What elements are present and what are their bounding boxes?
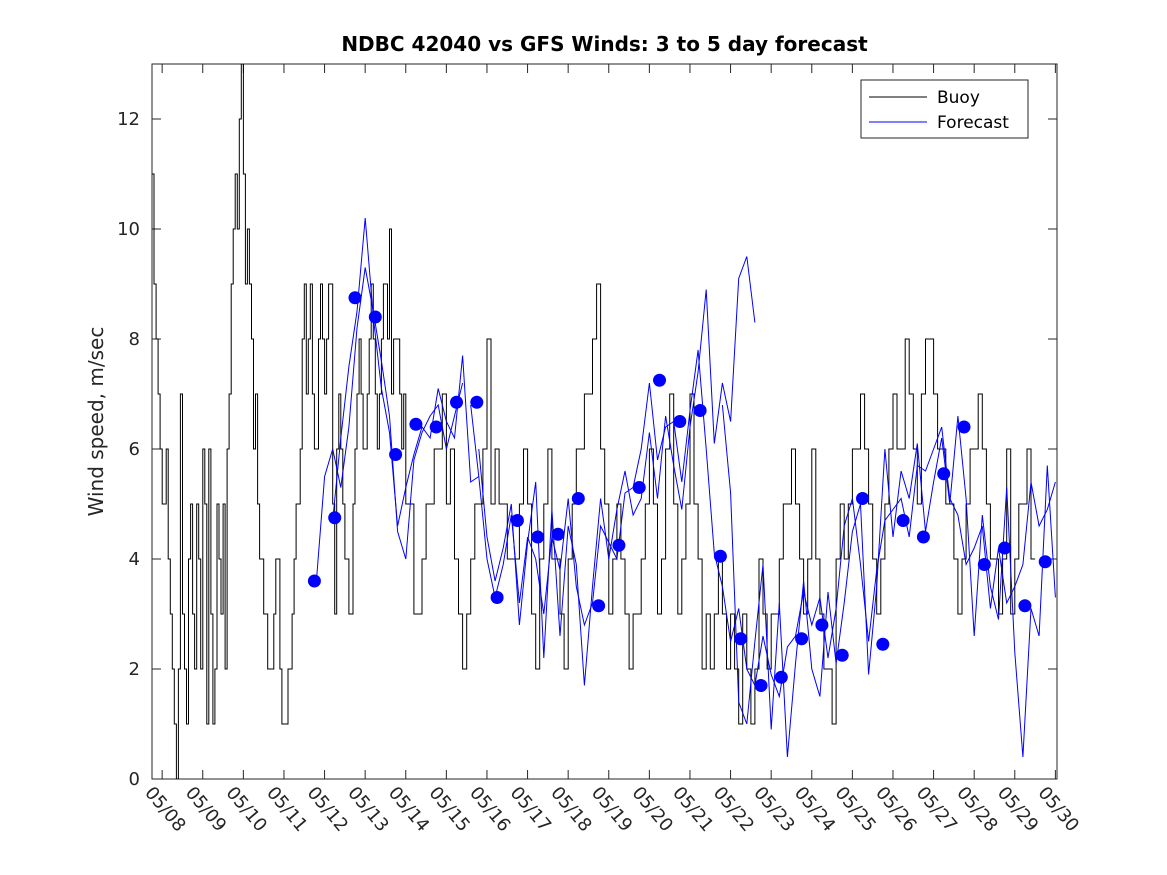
axes-frame [151,63,1058,780]
forecast-marker [1018,599,1032,613]
y-tick-label: 8 [129,329,140,350]
x-tick-label: 05/21 [668,783,717,836]
forecast-marker [856,492,870,505]
forecast-marker [592,599,606,613]
x-tick-label: 05/19 [587,783,636,836]
data-layer [152,64,1056,779]
y-tick-label: 12 [117,109,140,130]
forecast-marker [795,632,809,646]
forecast-marker [876,637,890,651]
chart-title: NDBC 42040 vs GFS Winds: 3 to 5 day fore… [341,32,868,56]
forecast-marker [531,530,545,544]
forecast-marker [429,420,443,434]
legend-label-buoy: Buoy [937,88,980,108]
forecast-run-line [721,404,1056,758]
forecast-marker [612,538,626,552]
legend-box [860,79,1029,139]
x-tick-label: 05/26 [871,783,920,836]
legend: Buoy Forecast [860,79,1029,139]
forecast-marker [713,549,727,563]
x-tick-label: 05/20 [628,783,677,836]
y-tick-label: 0 [129,769,140,790]
forecast-marker [450,395,464,409]
forecast-run-line [315,267,464,582]
plot-area: 02468101205/0805/0905/1005/1105/1205/130… [117,63,1083,836]
forecast-marker [348,291,362,305]
forecast-marker [1038,555,1052,569]
x-tick-label: 05/13 [343,783,392,836]
forecast-marker [653,373,667,387]
x-tick-label: 05/14 [384,783,433,836]
y-axis-label: Wind speed, m/sec [84,327,108,517]
x-tick-label: 05/12 [303,783,352,836]
forecast-marker [368,310,382,324]
forecast-marker [328,511,342,525]
x-tick-label: 05/25 [831,783,880,836]
forecast-marker [389,448,403,461]
forecast-marker [957,420,971,434]
x-tick-label: 05/28 [952,783,1001,836]
forecast-marker [835,648,849,662]
forecast-marker [632,481,646,494]
x-tick-label: 05/27 [912,783,961,836]
forecast-marker [693,404,707,417]
x-tick-label: 05/30 [1034,783,1083,836]
forecast-marker [409,417,423,431]
x-tick-label: 05/16 [465,783,514,836]
forecast-marker [998,541,1012,555]
legend-label-forecast: Forecast [937,113,1009,133]
y-tick-label: 4 [129,549,140,570]
y-tick-label: 10 [117,219,140,240]
forecast-marker [896,514,910,527]
forecast-marker [510,514,524,527]
buoy-series-line [152,64,1036,779]
forecast-marker [470,395,484,409]
forecast-marker [937,467,951,481]
x-tick-label: 05/29 [993,783,1042,836]
y-tick-label: 2 [129,659,140,680]
forecast-run-line [470,349,1056,699]
forecast-marker [916,530,930,544]
forecast-marker [754,679,768,692]
forecast-marker [551,527,565,541]
forecast-marker [977,558,991,571]
forecast-run-line [332,217,480,527]
x-tick-label: 05/09 [181,783,230,836]
forecast-run-line [478,256,756,686]
forecast-marker [490,591,504,604]
forecast-marker [307,574,321,588]
forecast-marker [734,632,748,646]
x-tick-label: 05/23 [749,783,798,836]
x-tick-label: 05/11 [262,783,311,836]
x-tick-label: 05/10 [222,783,271,836]
forecast-marker [571,492,585,505]
forecast-marker [815,618,829,632]
y-tick-label: 6 [129,439,140,460]
forecast-marker [673,415,687,428]
x-tick-label: 05/17 [506,783,555,836]
x-tick-label: 05/18 [546,783,595,836]
x-tick-label: 05/22 [709,783,758,836]
x-tick-label: 05/24 [790,783,839,836]
x-tick-label: 05/08 [140,783,189,836]
forecast-marker [774,670,788,684]
x-tick-label: 05/15 [425,783,474,836]
